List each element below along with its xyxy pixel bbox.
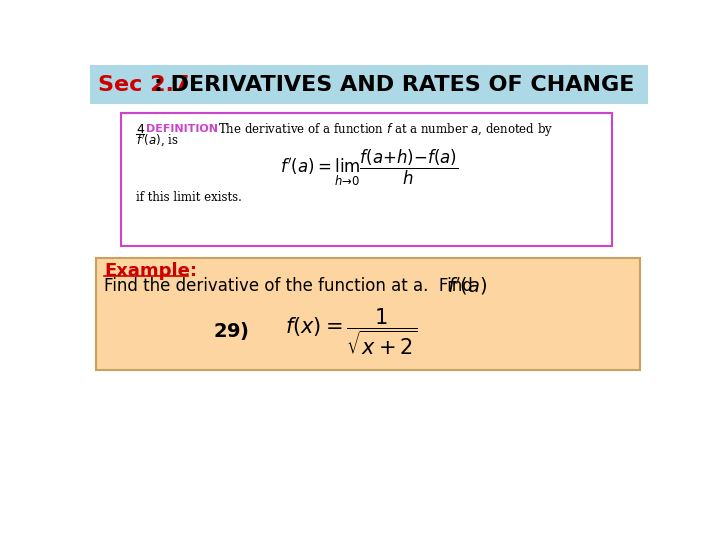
- Text: $\mathit{4}$: $\mathit{4}$: [136, 123, 145, 136]
- FancyBboxPatch shape: [90, 65, 648, 104]
- Text: Sec 2.7: Sec 2.7: [99, 75, 190, 95]
- Text: $f'(a)$: $f'(a)$: [447, 275, 487, 297]
- FancyBboxPatch shape: [121, 113, 612, 246]
- Text: Example:: Example:: [104, 261, 197, 280]
- Text: $f'(a)$, is: $f'(a)$, is: [136, 132, 179, 149]
- Text: $\mathbf{29)}$: $\mathbf{29)}$: [213, 320, 248, 342]
- Text: DEFINITION: DEFINITION: [145, 124, 218, 134]
- Text: : DERIVATIVES AND RATES OF CHANGE: : DERIVATIVES AND RATES OF CHANGE: [154, 75, 634, 95]
- Text: Find the derivative of the function at a.  Find: Find the derivative of the function at a…: [104, 277, 473, 295]
- Text: $f'(a) = \lim_{h \to 0} \dfrac{f(a+h)-f(a)}{h}$: $f'(a) = \lim_{h \to 0} \dfrac{f(a+h)-f(…: [280, 148, 458, 188]
- Text: $f(x)=\dfrac{1}{\sqrt{x+2}}$: $f(x)=\dfrac{1}{\sqrt{x+2}}$: [285, 306, 418, 357]
- FancyBboxPatch shape: [96, 258, 639, 370]
- Text: if this limit exists.: if this limit exists.: [136, 191, 242, 204]
- Text: The derivative of a function $f$ at a number $a$, denoted by: The derivative of a function $f$ at a nu…: [218, 121, 554, 138]
